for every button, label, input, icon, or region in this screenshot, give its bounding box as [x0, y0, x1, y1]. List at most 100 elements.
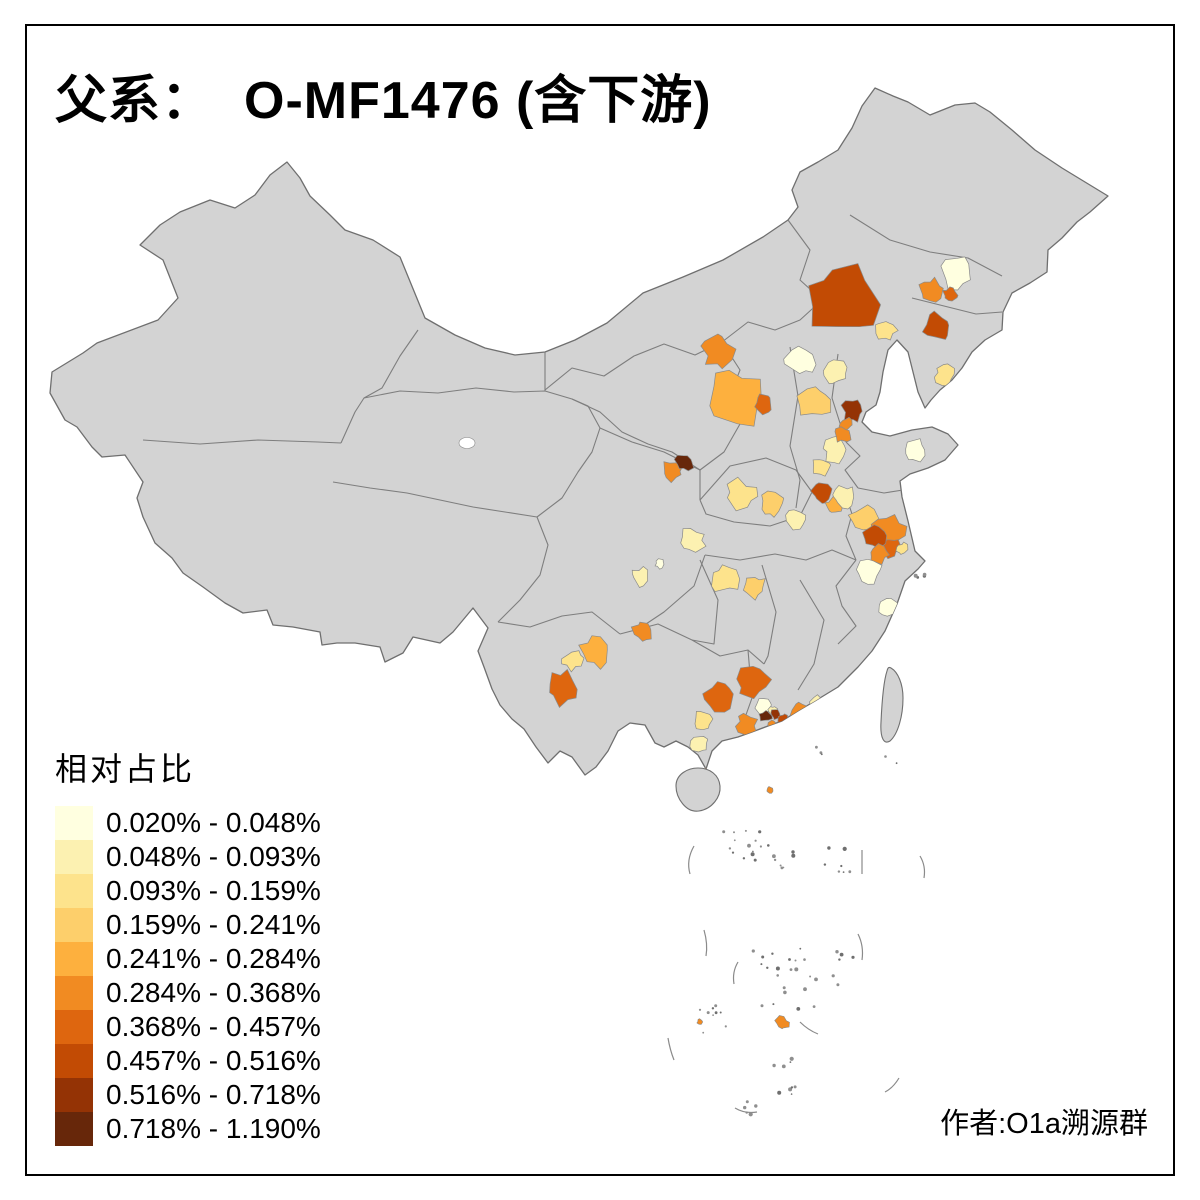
island-speck: [922, 572, 927, 577]
legend-label: 0.457% - 0.516%: [106, 1045, 321, 1076]
legend-row: 0.457% - 0.516%: [55, 1044, 321, 1078]
prefecture-region: [895, 541, 909, 555]
legend-swatch: [55, 942, 93, 976]
legend-label: 0.048% - 0.093%: [106, 841, 321, 872]
sea-islets-specks: [698, 572, 927, 1117]
province-border-line: [857, 487, 904, 494]
province-border-line: [911, 297, 1003, 315]
title-prefix: 父系：: [55, 72, 215, 130]
province-border-line: [497, 611, 621, 635]
province-border-line: [619, 623, 765, 665]
taiwan-island: [880, 666, 904, 743]
province-border-line: [571, 398, 701, 471]
island-speck: [745, 1100, 749, 1104]
island-speck: [712, 1014, 714, 1016]
legend-swatch: [55, 1112, 93, 1146]
island-speck: [838, 958, 841, 961]
island-speck: [788, 958, 791, 961]
island-speck: [790, 1093, 793, 1095]
legend: 相对占比 0.020% - 0.048% 0.048% - 0.093% 0.093…: [55, 744, 321, 1146]
island-speck: [848, 870, 852, 874]
legend-row: 0.284% - 0.368%: [55, 976, 321, 1010]
island-speck: [913, 573, 918, 578]
attribution: 作者:O1a溯源群: [940, 1108, 1148, 1140]
island-speck: [773, 858, 777, 862]
prefecture-region: [736, 665, 773, 700]
prefecture-region: [711, 564, 741, 593]
island-speck: [733, 839, 736, 842]
island-speck: [772, 1003, 775, 1006]
island-speck: [827, 846, 831, 850]
island-speck: [750, 852, 755, 857]
legend-row: 0.159% - 0.241%: [55, 908, 321, 942]
sea-boundary-arc: [688, 845, 695, 875]
legend-swatch: [55, 908, 93, 942]
island-speck: [884, 755, 887, 758]
hainan-island: [675, 767, 721, 812]
island-speck: [814, 977, 818, 982]
island-speck: [748, 1112, 753, 1117]
prefecture-region: [940, 256, 971, 291]
island-speck: [760, 963, 763, 966]
sea-boundary-arc: [919, 855, 926, 879]
colored-islet: [766, 786, 774, 794]
island-speck: [836, 983, 840, 987]
island-speck: [895, 762, 898, 765]
prefecture-region: [783, 345, 817, 374]
island-speck: [744, 829, 747, 832]
prefecture-region: [726, 476, 759, 512]
legend-label: 0.020% - 0.048%: [106, 807, 321, 838]
island-speck: [789, 1061, 792, 1063]
province-border-line: [835, 559, 857, 645]
legend-rows: 0.020% - 0.048% 0.048% - 0.093% 0.093% - 0…: [55, 806, 321, 1146]
prefecture-region: [785, 509, 807, 531]
province-border-line: [332, 481, 538, 518]
legend-swatch: [55, 1010, 93, 1044]
prefecture-region: [694, 710, 714, 731]
island-speck: [803, 958, 806, 961]
province-border-line: [844, 441, 861, 489]
island-speck: [815, 745, 818, 749]
legend-row: 0.368% - 0.457%: [55, 1010, 321, 1044]
prefecture-region: [578, 635, 608, 670]
prefecture-region: [824, 495, 843, 513]
island-speck: [742, 857, 746, 860]
prefecture-region: [654, 558, 665, 570]
sea-boundary-arc: [703, 929, 708, 957]
island-speck: [706, 1011, 710, 1015]
island-speck: [753, 858, 757, 862]
province-border-line: [340, 329, 419, 444]
legend-swatch: [55, 840, 93, 874]
island-speck: [772, 1063, 776, 1068]
island-speck: [702, 1031, 705, 1034]
legend-label: 0.284% - 0.368%: [106, 977, 321, 1008]
island-speck: [758, 830, 762, 834]
prefecture-region: [812, 459, 831, 477]
legend-row: 0.020% - 0.048%: [55, 806, 321, 840]
title-haplogroup: O-MF1476 (含下游): [244, 72, 712, 130]
legend-swatch: [55, 1044, 93, 1078]
prefecture-region: [742, 577, 766, 601]
island-speck: [794, 959, 797, 962]
island-speck: [722, 830, 726, 834]
island-speck: [790, 1086, 794, 1089]
prefecture-region: [700, 333, 737, 370]
island-speck: [743, 1105, 747, 1110]
province-border-line: [633, 554, 706, 633]
prefecture-region: [834, 426, 852, 443]
island-speck: [831, 974, 835, 978]
prefecture-region: [840, 399, 863, 423]
island-speck: [835, 950, 839, 954]
province-border-line: [142, 439, 342, 445]
island-speck: [754, 1104, 758, 1108]
prefecture-region: [549, 668, 578, 708]
prefecture-region: [631, 566, 649, 588]
island-speck: [788, 1087, 793, 1092]
prefecture-region: [709, 369, 762, 427]
sea-boundary-arc: [884, 1077, 900, 1093]
island-speck: [719, 1011, 722, 1014]
prefecture-region: [761, 490, 785, 518]
island-speck: [714, 1011, 718, 1015]
island-speck: [782, 986, 786, 990]
